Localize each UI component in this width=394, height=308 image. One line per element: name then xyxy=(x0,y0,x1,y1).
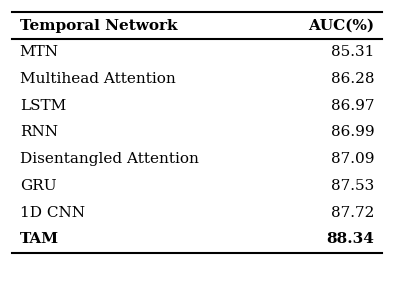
Text: Multihead Attention: Multihead Attention xyxy=(20,72,175,86)
Text: 86.28: 86.28 xyxy=(331,72,374,86)
Text: 87.09: 87.09 xyxy=(331,152,374,166)
Text: 88.34: 88.34 xyxy=(326,232,374,246)
Text: RNN: RNN xyxy=(20,125,58,140)
Text: Disentangled Attention: Disentangled Attention xyxy=(20,152,199,166)
Text: GRU: GRU xyxy=(20,179,56,193)
Text: LSTM: LSTM xyxy=(20,99,66,113)
Text: MTN: MTN xyxy=(20,45,59,59)
Text: TAM: TAM xyxy=(20,232,59,246)
Text: Temporal Network: Temporal Network xyxy=(20,19,177,33)
Text: 86.97: 86.97 xyxy=(331,99,374,113)
Text: 87.53: 87.53 xyxy=(331,179,374,193)
Text: 86.99: 86.99 xyxy=(331,125,374,140)
Text: 87.72: 87.72 xyxy=(331,205,374,220)
Text: 1D CNN: 1D CNN xyxy=(20,205,85,220)
Text: AUC(%): AUC(%) xyxy=(308,19,374,33)
Text: 85.31: 85.31 xyxy=(331,45,374,59)
